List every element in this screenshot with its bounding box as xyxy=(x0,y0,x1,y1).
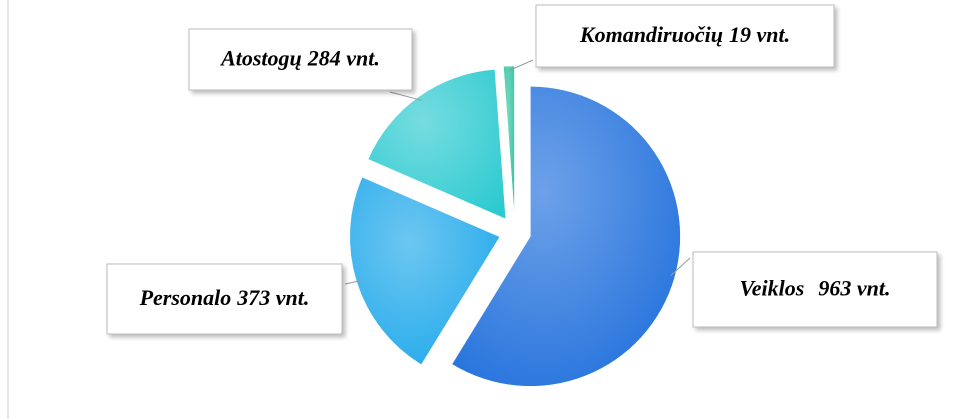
leader-line xyxy=(670,257,691,277)
category-label: Atostogų xyxy=(219,46,302,71)
leader-line xyxy=(508,59,534,72)
value-label: 284 vnt. xyxy=(307,46,380,71)
data-label: Atostogų 284 vnt. xyxy=(219,46,380,71)
data-label: Personalo 373 vnt. xyxy=(139,285,310,310)
value-label: 19 vnt. xyxy=(729,22,790,47)
value-label: 373 vnt. xyxy=(236,285,309,310)
slice-gloss xyxy=(503,66,515,217)
leader-line xyxy=(389,91,422,101)
category-label: Veiklos xyxy=(740,276,805,301)
label-box xyxy=(188,28,413,91)
label-box xyxy=(692,251,938,328)
leader-line xyxy=(344,280,362,285)
category-label: Personalo xyxy=(139,285,232,310)
value-label: 963 vnt. xyxy=(818,276,890,301)
data-label: Komandiruočių 19 vnt. xyxy=(579,22,790,47)
slice-gloss xyxy=(451,86,681,387)
label-box xyxy=(535,4,835,68)
slice-gloss xyxy=(368,69,506,219)
data-label: Veiklos 963 vnt. xyxy=(740,276,891,301)
category-label: Komandiruočių xyxy=(579,22,723,47)
slice-gloss xyxy=(349,177,500,365)
label-box xyxy=(106,263,343,335)
